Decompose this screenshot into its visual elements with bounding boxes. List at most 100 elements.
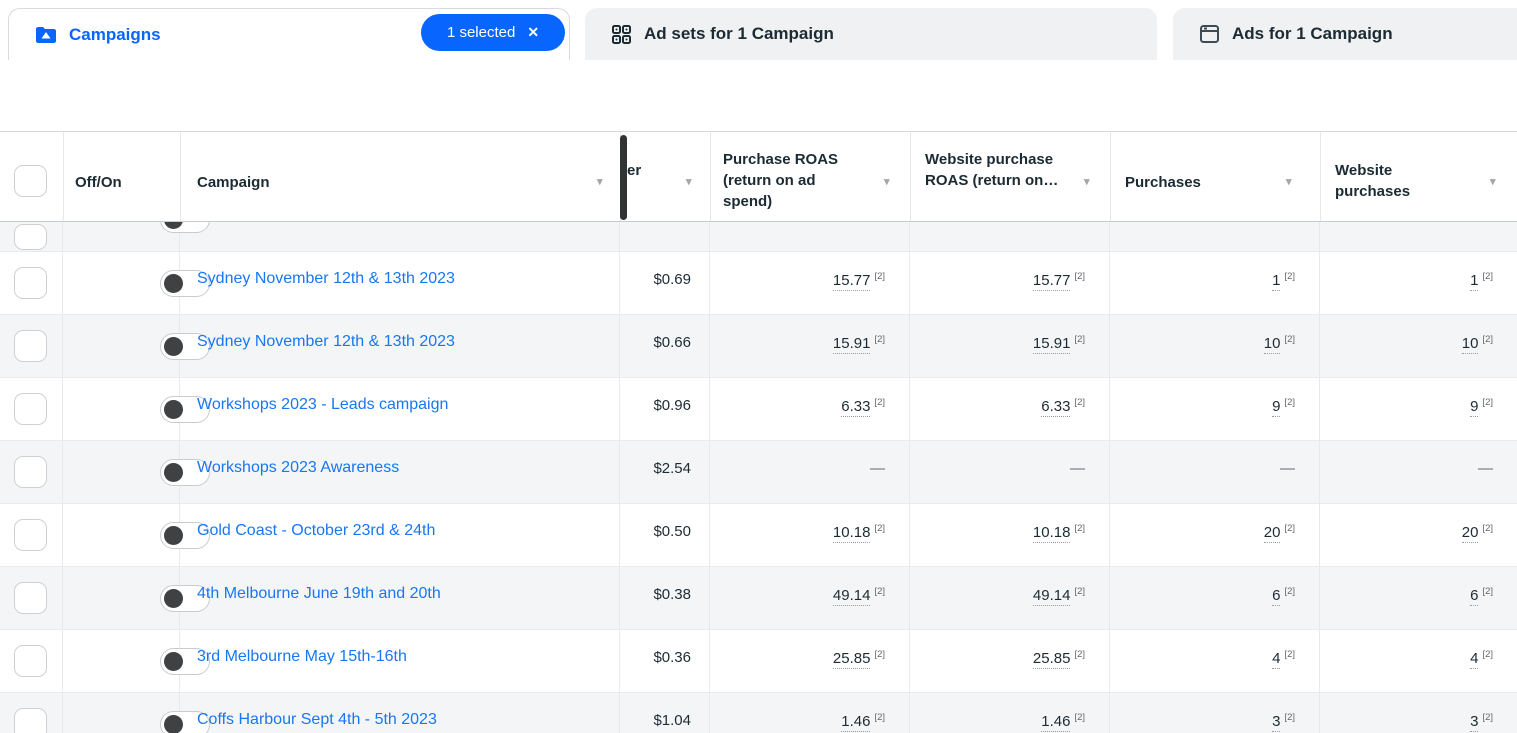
website-roas-cell: 49.14 [2] (910, 567, 1110, 629)
purchases-cell: 10 [2] (1110, 315, 1320, 377)
row-checkbox[interactable] (14, 582, 47, 614)
table-row: Sydney November 12th & 13th 2023 $0.66 1… (0, 315, 1517, 378)
table-row: 4th Melbourne June 19th and 20th $0.38 4… (0, 567, 1517, 630)
purchases-cell: 6 [2] (1110, 567, 1320, 629)
campaign-toggle[interactable] (160, 585, 210, 612)
website-roas-cell: 15.91 [2] (910, 315, 1110, 377)
purchase-roas-cell: 49.14 [2] (710, 567, 910, 629)
column-header-website-roas[interactable]: Website purchase ROAS (return on… (925, 151, 1059, 189)
campaign-link[interactable]: Sydney November 12th & 13th 2023 (197, 333, 455, 350)
campaign-toggle[interactable] (160, 711, 210, 733)
campaign-name-cell: Gold Coast - October 23rd & 24th (180, 504, 620, 566)
campaign-toggle[interactable] (160, 396, 210, 423)
campaign-toggle[interactable] (160, 522, 210, 549)
website-purchases-cell (1320, 222, 1517, 251)
row-checkbox[interactable] (14, 330, 47, 362)
toggle-knob (164, 525, 183, 545)
campaign-toggle[interactable] (160, 333, 210, 360)
scrollbar-thumb[interactable] (620, 135, 627, 220)
cost-cell: $0.50 (620, 504, 710, 566)
purchases-cell: 20 [2] (1110, 504, 1320, 566)
tab-ads[interactable]: Ads for 1 Campaign (1173, 8, 1517, 60)
adsets-grid-icon (611, 24, 632, 45)
campaign-toggle[interactable] (160, 459, 210, 486)
purchase-roas-cell: 1.46 [2] (710, 693, 910, 733)
campaign-link[interactable]: Sydney November 12th & 13th 2023 (197, 270, 455, 287)
purchase-roas-cell (710, 222, 910, 251)
table-row: Workshops 2023 Awareness $2.54 — — — — (0, 441, 1517, 504)
table-header: Off/On Campaign ▾ er ▾ Purchase ROAS (re… (0, 132, 1517, 222)
website-purchases-cell: 10 [2] (1461, 334, 1493, 354)
sort-arrow-icon[interactable]: ▾ (597, 176, 603, 188)
campaign-link[interactable]: Workshops 2023 Awareness (197, 459, 400, 476)
row-checkbox[interactable] (14, 519, 47, 551)
campaign-link[interactable]: Coffs Harbour Sept 4th - 5th 2023 (197, 711, 437, 728)
row-checkbox[interactable] (14, 456, 47, 488)
website-purchases-cell: 3 [2] (1470, 712, 1493, 732)
campaign-link[interactable]: Gold Coast - October 23rd & 24th (197, 522, 436, 539)
column-header-cut[interactable]: er (627, 162, 642, 179)
table-row (0, 222, 1517, 252)
table-row: Workshops 2023 - Leads campaign $0.96 6.… (0, 378, 1517, 441)
sort-arrow-icon[interactable]: ▾ (686, 176, 692, 188)
website-purchases-cell: 20 [2] (1461, 523, 1493, 543)
column-header-website-purchases[interactable]: Website purchases (1335, 162, 1411, 200)
purchase-roas-cell: 10.18 [2] (710, 504, 910, 566)
website-roas-cell: 25.85 [2] (910, 630, 1110, 692)
campaign-name-cell: Sydney November 12th & 13th 2023 (180, 315, 620, 377)
table-row: Coffs Harbour Sept 4th - 5th 2023 $1.04 … (0, 693, 1517, 733)
row-checkbox[interactable] (14, 708, 47, 733)
campaign-name-cell (180, 222, 620, 251)
purchases-cell (1110, 222, 1320, 251)
column-header-purchase-roas[interactable]: Purchase ROAS (return on ad spend) (723, 151, 839, 210)
row-checkbox[interactable] (14, 224, 47, 250)
toggle-knob (164, 714, 183, 733)
cost-cell: $0.96 (620, 378, 710, 440)
campaign-link[interactable]: Workshops 2023 - Leads campaign (197, 396, 449, 413)
sort-arrow-icon[interactable]: ▾ (1084, 176, 1090, 188)
purchases-cell: — (1110, 441, 1320, 503)
clear-selection-icon[interactable]: ✕ (527, 24, 540, 40)
purchase-roas-cell: 6.33 [2] (710, 378, 910, 440)
campaign-name-cell: 3rd Melbourne May 15th-16th (180, 630, 620, 692)
cost-cell: $0.66 (620, 315, 710, 377)
cost-cell: $1.04 (620, 693, 710, 733)
website-roas-cell: 1.46 [2] (910, 693, 1110, 733)
sort-arrow-icon[interactable]: ▾ (884, 176, 890, 188)
campaigns-folder-icon (35, 25, 57, 45)
select-all-checkbox[interactable] (14, 165, 47, 197)
toggle-knob (164, 399, 183, 419)
tab-adsets[interactable]: Ad sets for 1 Campaign (585, 8, 1157, 60)
campaign-toggle[interactable] (160, 648, 210, 675)
ads-window-icon (1199, 24, 1220, 44)
column-header-purchases[interactable]: Purchases (1125, 174, 1201, 191)
toggle-knob (164, 651, 183, 671)
row-checkbox[interactable] (14, 267, 47, 299)
level-tabbar: Campaigns 1 selected ✕ Ad sets for 1 Cam… (0, 0, 1517, 60)
sort-arrow-icon[interactable]: ▾ (1286, 176, 1292, 188)
website-roas-cell: — (910, 441, 1110, 503)
website-purchases-cell: — (1478, 460, 1493, 477)
website-roas-cell (910, 222, 1110, 251)
column-header-campaign[interactable]: Campaign (197, 174, 270, 191)
campaign-toggle[interactable] (160, 270, 210, 297)
campaign-name-cell: Workshops 2023 Awareness (180, 441, 620, 503)
tab-campaigns-label: Campaigns (69, 24, 161, 44)
tab-campaigns[interactable]: Campaigns 1 selected ✕ (8, 8, 570, 60)
campaign-link[interactable]: 4th Melbourne June 19th and 20th (197, 585, 441, 602)
purchase-roas-cell: 15.91 [2] (710, 315, 910, 377)
sort-arrow-icon[interactable]: ▾ (1490, 176, 1496, 188)
campaign-link[interactable]: 3rd Melbourne May 15th-16th (197, 648, 407, 665)
row-checkbox[interactable] (14, 393, 47, 425)
cost-cell (620, 222, 710, 251)
row-checkbox[interactable] (14, 645, 47, 677)
selected-count-badge[interactable]: 1 selected ✕ (421, 14, 565, 51)
website-roas-cell: 15.77 [2] (910, 252, 1110, 314)
toggle-knob (164, 462, 183, 482)
campaign-name-cell: Coffs Harbour Sept 4th - 5th 2023 (180, 693, 620, 733)
purchases-cell: 3 [2] (1110, 693, 1320, 733)
campaign-name-cell: Workshops 2023 - Leads campaign (180, 378, 620, 440)
website-purchases-cell: 1 [2] (1470, 271, 1493, 291)
cost-cell: $0.36 (620, 630, 710, 692)
